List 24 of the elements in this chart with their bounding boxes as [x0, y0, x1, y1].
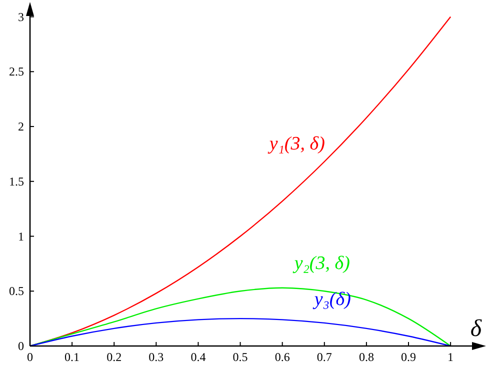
line-series [29, 287, 452, 347]
y-tick-label: 1 [18, 229, 24, 244]
x-tick-label: 0.9 [401, 350, 416, 364]
y-tick-label: 3 [18, 10, 24, 24]
y-tick-label: 2 [18, 120, 24, 134]
series-label: y₃(δ) [312, 288, 351, 310]
x-tick-label: 1 [448, 350, 454, 364]
x-tick-label: 0.5 [232, 350, 248, 364]
x-tick-label: 0.6 [274, 350, 290, 364]
x-tick-label: 0 [27, 350, 33, 364]
y-tick-label: 0 [18, 339, 24, 353]
x-axis-title: δ [470, 316, 482, 342]
y-tick-label: 2.5 [9, 64, 24, 79]
x-tick-label: 0.4 [190, 350, 206, 364]
x-tick-label: 0.2 [106, 350, 122, 364]
x-tick-label: 0.7 [316, 350, 332, 364]
y-tick-label: 0.5 [9, 284, 24, 298]
x-tick-label: 0.3 [148, 350, 164, 364]
x-tick-label: 0.8 [358, 350, 374, 364]
y-tick-label: 1.5 [9, 174, 24, 188]
line-series [29, 318, 452, 347]
series-label: y₁(3, δ) [267, 134, 325, 155]
x-tick-label: 0.1 [64, 350, 80, 364]
series-label: y₂(3, δ) [292, 253, 350, 274]
